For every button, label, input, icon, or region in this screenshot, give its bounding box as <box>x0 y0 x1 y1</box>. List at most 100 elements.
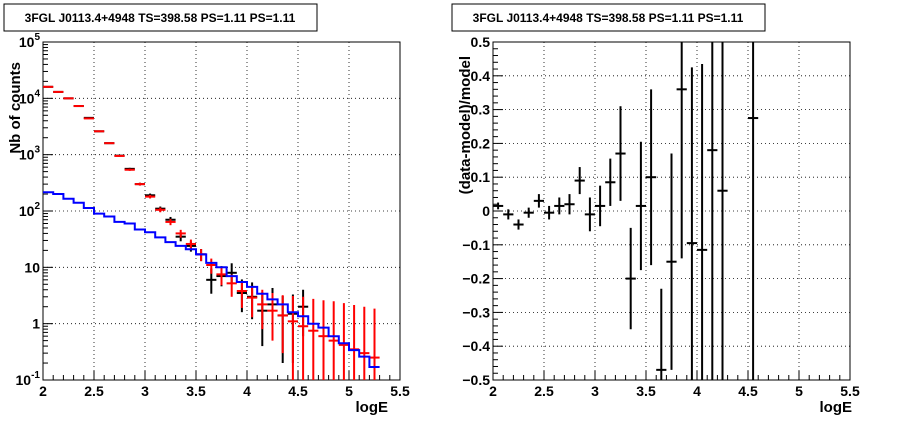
y-tick-label: 0 <box>482 203 490 219</box>
residuals-panel: 3FGL J0113.4+4948 TS=398.58 PS=1.11 PS=1… <box>451 3 860 416</box>
residual-point <box>717 42 728 380</box>
residual-point <box>686 67 697 380</box>
residual-point <box>554 197 565 215</box>
x-tick-label: 5.5 <box>390 383 410 399</box>
left-x-axis-title: logE <box>356 399 389 416</box>
left-grid <box>42 41 401 381</box>
left-title-box <box>3 3 318 32</box>
left-plot-frame <box>42 41 401 381</box>
y-tick-label: 1 <box>32 316 40 332</box>
residual-point <box>707 42 718 380</box>
model-point <box>185 239 196 250</box>
model-point <box>145 194 156 199</box>
residual-point <box>697 63 708 380</box>
x-tick-label: 5 <box>795 383 803 399</box>
x-tick-label: 3.5 <box>186 383 206 399</box>
residual-point <box>493 202 504 210</box>
model-point <box>308 298 319 380</box>
model-point <box>359 306 370 380</box>
x-tick-label: 4.5 <box>738 383 758 399</box>
right-x-axis-title: logE <box>820 399 853 416</box>
x-tick-label: 4 <box>693 383 701 399</box>
model-point <box>298 296 309 380</box>
y-tick-label: −0.1 <box>462 237 490 253</box>
residual-point <box>605 158 616 206</box>
model-point <box>73 105 84 108</box>
model-point <box>257 289 268 330</box>
model-point <box>134 182 145 186</box>
y-tick-label: 0.2 <box>471 135 491 151</box>
model-point <box>94 130 105 133</box>
right-series-layer <box>493 42 759 380</box>
residual-point <box>666 153 677 370</box>
y-tick-label: −0.3 <box>462 304 490 320</box>
background-model-histogram <box>43 191 380 368</box>
y-tick-label: −0.2 <box>462 271 490 287</box>
model-point <box>216 266 227 286</box>
right-chart-title: 3FGL J0113.4+4948 TS=398.58 PS=1.11 PS=1… <box>473 11 744 25</box>
model-point <box>175 229 186 238</box>
model-point <box>369 308 380 380</box>
model-point <box>328 301 339 380</box>
y-tick-label: 0.5 <box>471 34 491 50</box>
y-tick-label: 103 <box>19 145 41 163</box>
residual-point <box>748 42 759 380</box>
y-tick-label: −0.5 <box>462 372 490 388</box>
x-tick-label: 3.5 <box>636 383 656 399</box>
model-point <box>338 303 349 380</box>
residual-point <box>656 288 667 380</box>
y-tick-label: 0.3 <box>471 102 491 118</box>
x-tick-label: 3 <box>591 383 599 399</box>
residual-point <box>564 194 575 215</box>
residual-point <box>625 227 636 330</box>
x-tick-label: 2 <box>489 383 497 399</box>
model-point <box>114 154 125 157</box>
x-tick-label: 2.5 <box>84 383 104 399</box>
x-tick-label: 2.5 <box>534 383 554 399</box>
x-tick-label: 2 <box>39 383 47 399</box>
residual-point <box>503 209 514 220</box>
left-chart-title: 3FGL J0113.4+4948 TS=398.58 PS=1.11 PS=1… <box>25 11 296 25</box>
residual-point <box>646 89 657 266</box>
y-tick-label: 10-1 <box>16 370 41 388</box>
residual-point <box>513 219 524 230</box>
residual-point <box>615 106 626 201</box>
residual-point <box>523 207 534 218</box>
right-title-box <box>451 3 766 32</box>
model-point <box>206 258 217 274</box>
residual-point <box>584 197 595 232</box>
residual-point <box>635 141 646 271</box>
model-point <box>155 207 166 213</box>
model-point <box>247 286 258 318</box>
x-tick-label: 5.5 <box>840 383 860 399</box>
model-point <box>226 274 237 297</box>
residual-point <box>533 194 544 208</box>
residual-point <box>574 167 585 195</box>
model-point <box>267 293 278 341</box>
residual-point <box>676 42 687 259</box>
left-series-layer <box>43 85 380 380</box>
x-tick-label: 5 <box>345 383 353 399</box>
model-point <box>287 295 298 380</box>
residual-point <box>544 205 555 220</box>
model-point <box>83 117 94 120</box>
right-grid <box>492 41 851 381</box>
left-axis-ticks: 2 2.5 3 3.5 4 4.5 5 5.5 10-1 1 10 102 103 104 105 <box>16 32 410 399</box>
y-tick-label: −0.4 <box>462 338 490 354</box>
y-tick-label: 0.1 <box>471 169 491 185</box>
x-tick-label: 4 <box>243 383 251 399</box>
x-tick-label: 4.5 <box>288 383 308 399</box>
y-tick-label: 10 <box>24 259 40 275</box>
y-tick-label: 102 <box>19 201 41 219</box>
model-point <box>165 219 176 226</box>
model-point <box>104 142 115 145</box>
residual-point <box>595 185 606 227</box>
x-tick-label: 3 <box>141 383 149 399</box>
model-point <box>349 304 360 380</box>
y-tick-label: 0.4 <box>471 68 491 84</box>
left-y-axis-title: Nb of counts <box>7 62 24 154</box>
counts-spectrum-panel: 3FGL J0113.4+4948 TS=398.58 PS=1.11 PS=1… <box>3 3 410 416</box>
model-point <box>124 168 135 171</box>
right-axis-ticks: 2 2.5 3 3.5 4 4.5 5 5.5 −0.5 −0.4 −0.3 −0.2 −0.1 0 0.1… <box>462 34 860 399</box>
